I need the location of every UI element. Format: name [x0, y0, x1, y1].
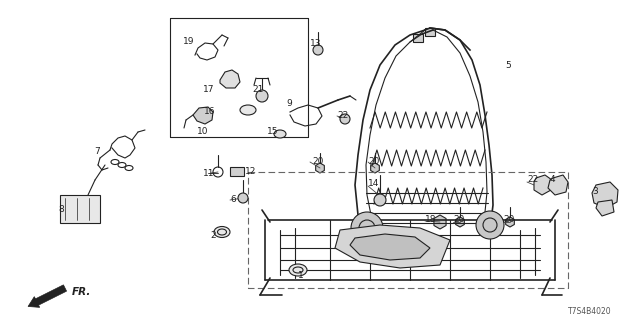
Bar	[425, 28, 435, 36]
Text: 2: 2	[210, 231, 216, 241]
Bar	[413, 34, 423, 42]
Text: 11: 11	[203, 169, 214, 178]
Text: 3: 3	[592, 188, 598, 196]
Text: 20: 20	[368, 156, 380, 165]
Text: 22: 22	[527, 175, 538, 185]
Text: 20: 20	[453, 215, 465, 225]
Text: 1: 1	[298, 270, 304, 279]
Text: 19: 19	[183, 37, 195, 46]
Ellipse shape	[274, 130, 286, 138]
Text: 13: 13	[310, 39, 321, 49]
Text: 8: 8	[58, 205, 64, 214]
Text: T7S4B4020: T7S4B4020	[568, 308, 612, 316]
Bar	[248, 172, 568, 288]
Polygon shape	[193, 107, 213, 124]
Text: 4: 4	[550, 175, 556, 185]
Polygon shape	[596, 200, 614, 216]
Polygon shape	[350, 234, 430, 260]
Text: 10: 10	[197, 126, 209, 135]
Bar	[230, 167, 244, 176]
Text: 15: 15	[267, 127, 278, 137]
Circle shape	[476, 211, 504, 239]
Text: 20: 20	[312, 156, 323, 165]
Text: 17: 17	[203, 84, 214, 93]
Circle shape	[238, 193, 248, 203]
FancyArrow shape	[28, 285, 67, 308]
Polygon shape	[548, 175, 568, 195]
Circle shape	[374, 194, 386, 206]
Ellipse shape	[214, 227, 230, 237]
Text: FR.: FR.	[72, 287, 92, 297]
Text: 9: 9	[286, 99, 292, 108]
Circle shape	[313, 45, 323, 55]
Polygon shape	[534, 175, 552, 195]
Text: 18: 18	[425, 214, 436, 223]
Circle shape	[351, 212, 383, 244]
Ellipse shape	[240, 105, 256, 115]
Text: 5: 5	[505, 60, 511, 69]
Text: 16: 16	[204, 108, 216, 116]
Polygon shape	[220, 70, 240, 88]
Polygon shape	[592, 182, 618, 208]
Ellipse shape	[289, 264, 307, 276]
Text: 7: 7	[94, 148, 100, 156]
Text: 12: 12	[245, 166, 257, 175]
Text: 21: 21	[252, 85, 264, 94]
Circle shape	[256, 90, 268, 102]
Polygon shape	[335, 225, 450, 268]
Bar	[60, 195, 100, 223]
Text: 14: 14	[368, 180, 380, 188]
Text: 20: 20	[503, 215, 515, 225]
Text: 6: 6	[230, 196, 236, 204]
Text: 22: 22	[337, 110, 348, 119]
Circle shape	[340, 114, 350, 124]
